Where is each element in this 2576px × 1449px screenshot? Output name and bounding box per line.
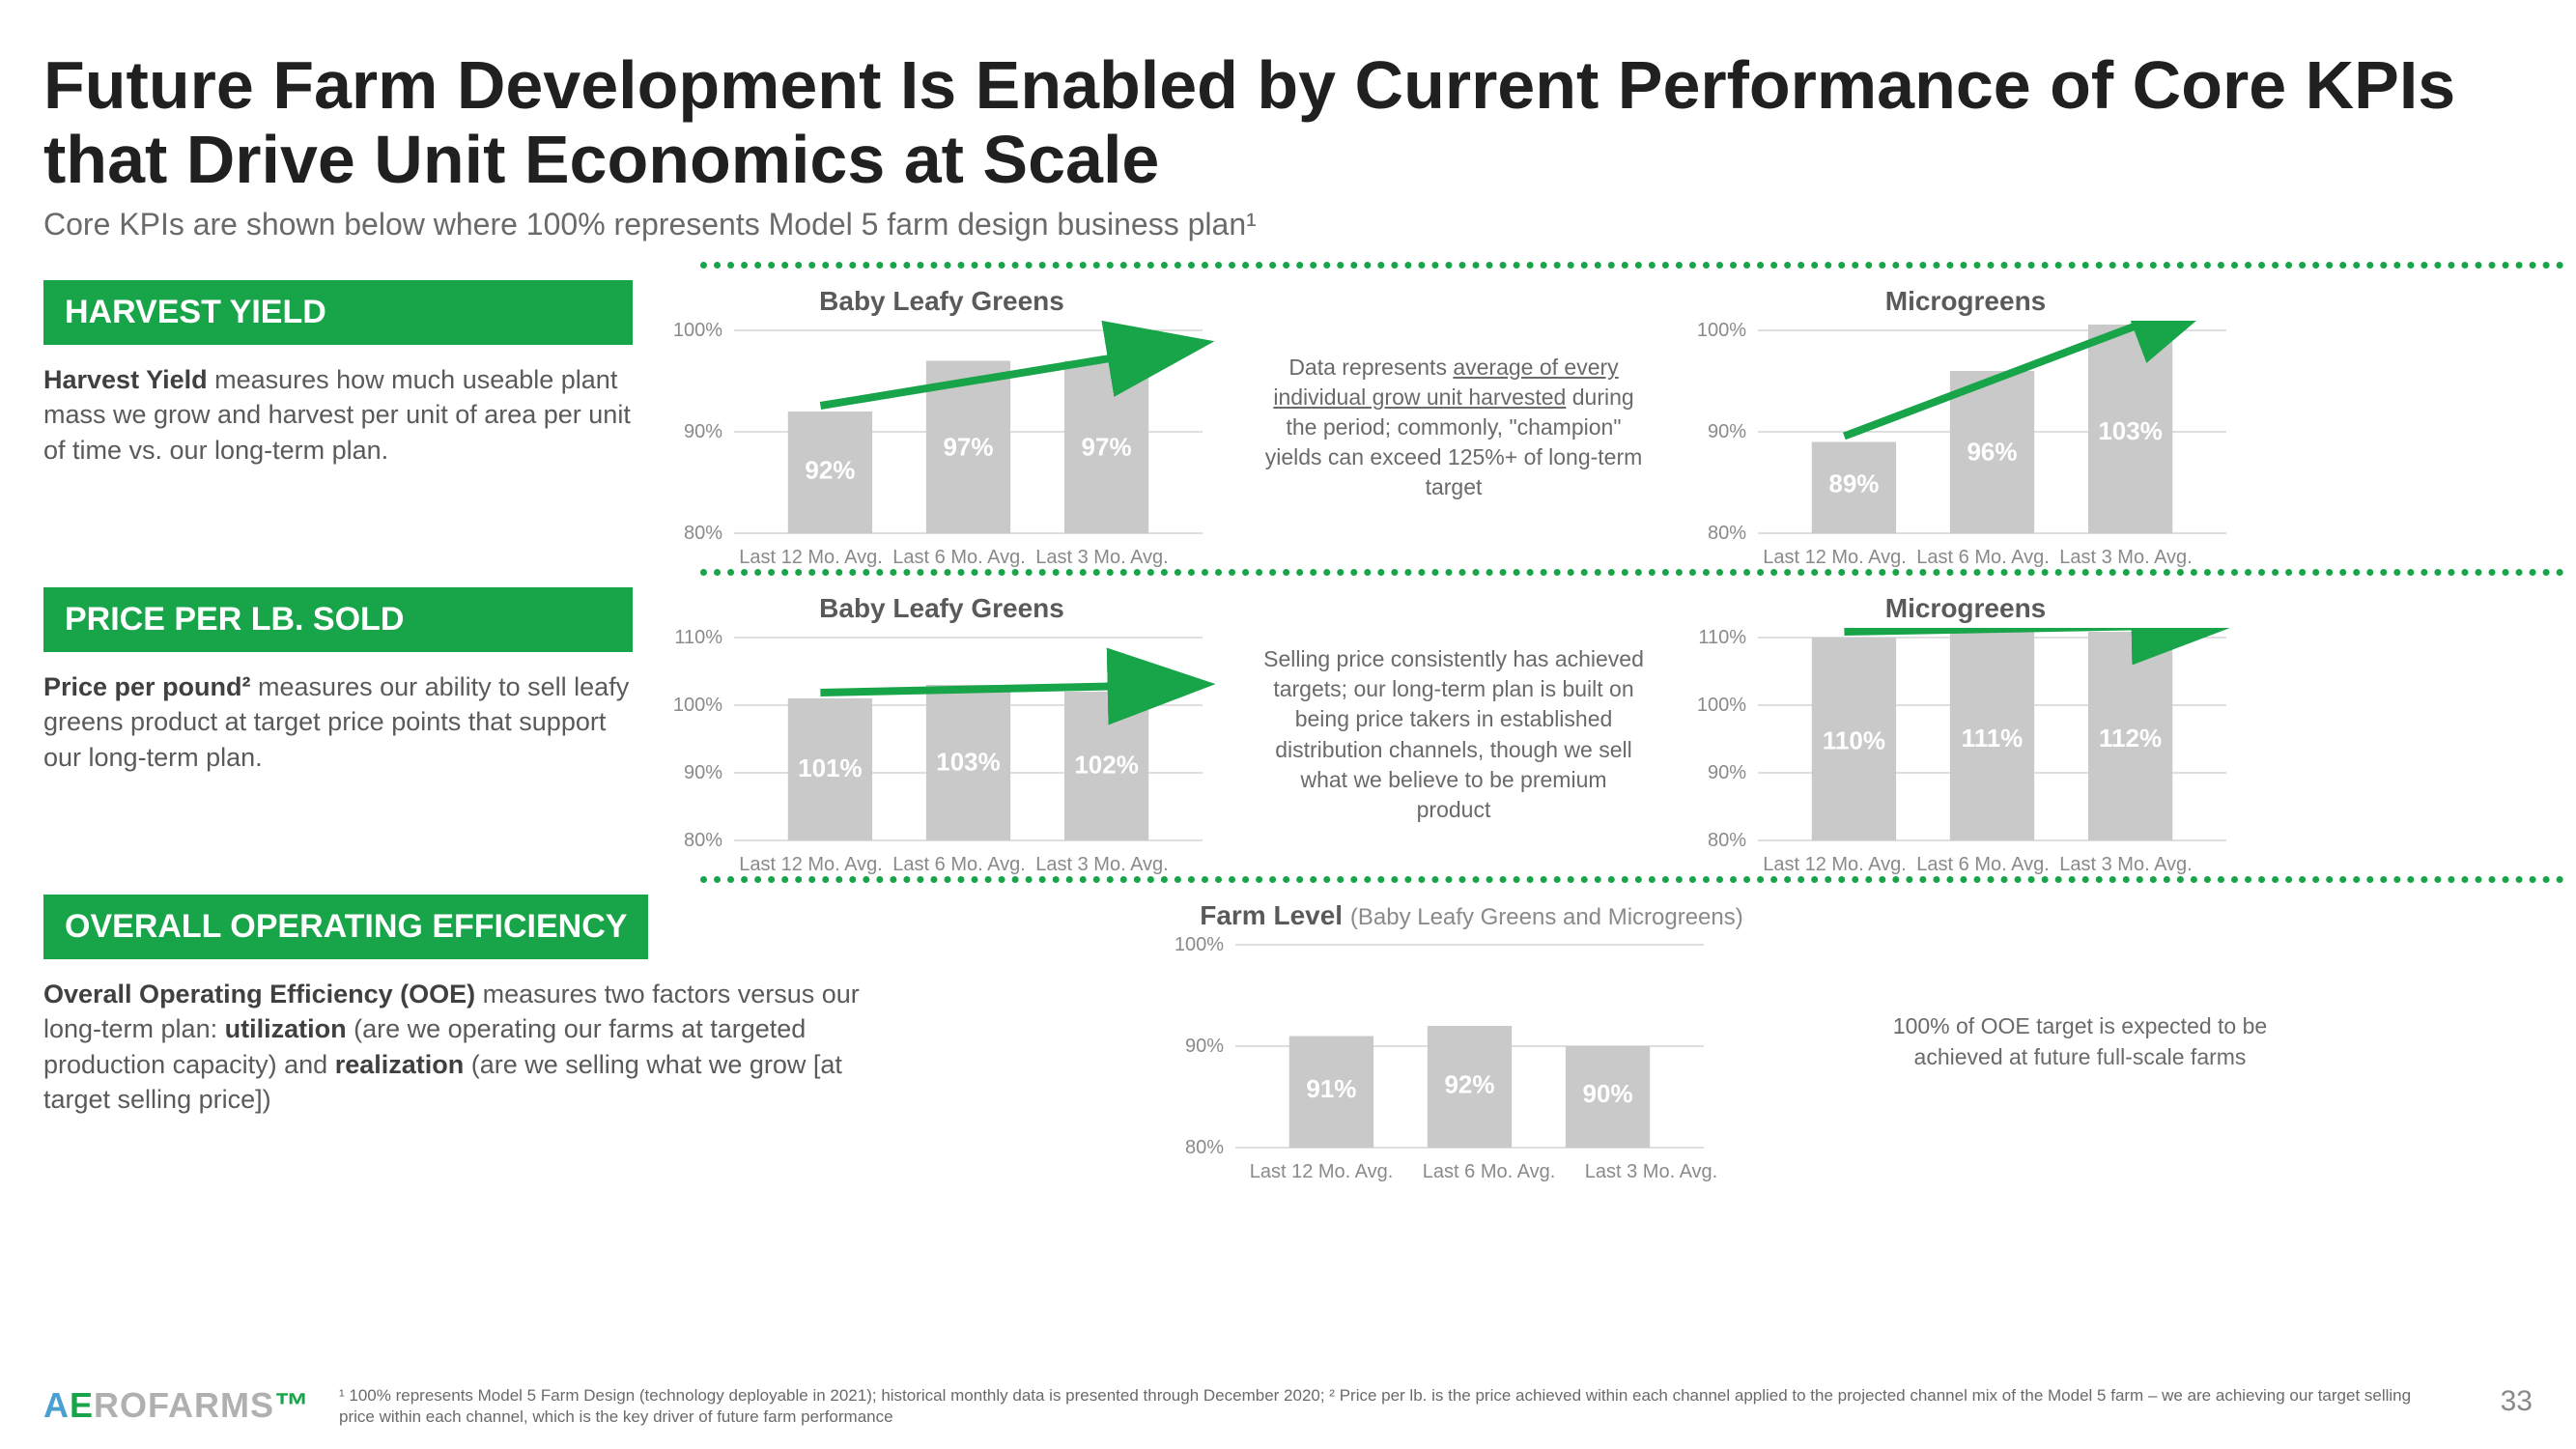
svg-text:102%: 102% xyxy=(1074,751,1139,780)
bar-chart: 80% 90% 100% 92% 97% 97% xyxy=(662,321,1222,543)
page-number: 33 xyxy=(2501,1385,2533,1418)
svg-text:80%: 80% xyxy=(1708,830,1746,850)
svg-text:112%: 112% xyxy=(2099,724,2162,753)
svg-text:90%: 90% xyxy=(684,421,722,442)
svg-text:97%: 97% xyxy=(943,433,993,462)
svg-text:97%: 97% xyxy=(1082,433,1132,462)
chart-title: Baby Leafy Greens xyxy=(662,593,1222,624)
chart-x-labels: Last 12 Mo. Avg.Last 6 Mo. Avg.Last 3 Mo… xyxy=(1685,543,2246,569)
svg-text:110%: 110% xyxy=(1823,726,1885,755)
svg-text:90%: 90% xyxy=(1582,1079,1632,1108)
svg-text:90%: 90% xyxy=(1708,762,1746,783)
svg-text:92%: 92% xyxy=(1444,1069,1494,1098)
section-divider xyxy=(700,569,2564,576)
kpi-description-column: PRICE PER LB. SOLD Price per pound² meas… xyxy=(43,587,662,775)
kpi-sections-container: HARVEST YIELD Harvest Yield measures how… xyxy=(43,262,2533,1183)
chart-block: Baby Leafy Greens 80% 90% 100% 92% 97% 97% Last… xyxy=(662,286,1222,569)
kpi-header: PRICE PER LB. SOLD xyxy=(43,587,633,652)
section-divider xyxy=(700,876,2564,883)
bar-chart: 80% 90% 100% 89% 96% 103% xyxy=(1685,321,2246,543)
svg-text:80%: 80% xyxy=(1708,523,1746,543)
kpi-section: HARVEST YIELD Harvest Yield measures how… xyxy=(43,280,2533,569)
kpi-header: OVERALL OPERATING EFFICIENCY xyxy=(43,895,648,959)
bar-chart: 80% 90% 100% 110% 110% 111% 112% xyxy=(1685,628,2246,850)
svg-text:89%: 89% xyxy=(1828,469,1879,497)
svg-text:100%: 100% xyxy=(1697,321,1746,341)
svg-text:80%: 80% xyxy=(1184,1137,1223,1157)
chart-block: Microgreens 80% 90% 100% 89% 96% 103% Last 12 M… xyxy=(1685,286,2246,569)
svg-text:100%: 100% xyxy=(1697,695,1746,716)
kpi-description: Price per pound² measures our ability to… xyxy=(43,669,633,775)
logo: AEROFARMS™ xyxy=(43,1385,310,1426)
svg-text:101%: 101% xyxy=(798,753,863,782)
svg-text:103%: 103% xyxy=(2098,416,2163,445)
section-note: 100% of OOE target is expected to be ach… xyxy=(1858,992,2303,1091)
chart-x-labels: Last 12 Mo. Avg.Last 6 Mo. Avg.Last 3 Mo… xyxy=(662,850,1222,876)
chart-x-labels: Last 12 Mo. Avg.Last 6 Mo. Avg.Last 3 Mo… xyxy=(1685,850,2246,876)
svg-text:103%: 103% xyxy=(936,748,1001,777)
kpi-description-column: HARVEST YIELD Harvest Yield measures how… xyxy=(43,280,662,468)
chart-title: Baby Leafy Greens xyxy=(662,286,1222,317)
charts-area: Farm Level (Baby Leafy Greens and Microg… xyxy=(932,895,2533,1183)
kpi-section: PRICE PER LB. SOLD Price per pound² meas… xyxy=(43,587,2533,876)
slide-title: Future Farm Development Is Enabled by Cu… xyxy=(43,48,2533,197)
chart-x-labels: Last 12 Mo. Avg.Last 6 Mo. Avg.Last 3 Mo… xyxy=(1163,1157,1781,1183)
section-note: Data represents average of every individ… xyxy=(1251,333,1656,522)
svg-text:80%: 80% xyxy=(684,830,722,850)
bar-chart: 80% 90% 100% 91% 92% 90% xyxy=(1163,935,1723,1157)
section-note: Selling price consistently has achieved … xyxy=(1251,625,1656,843)
svg-text:90%: 90% xyxy=(1708,421,1746,442)
slide-subtitle: Core KPIs are shown below where 100% rep… xyxy=(43,207,2533,242)
charts-area: Baby Leafy Greens 80% 90% 100% 110% 101% 103% 1… xyxy=(662,587,2533,876)
kpi-description-column: OVERALL OPERATING EFFICIENCY Overall Ope… xyxy=(43,895,932,1118)
svg-text:110%: 110% xyxy=(1698,628,1746,648)
footer: AEROFARMS™ ¹ 100% represents Model 5 Far… xyxy=(43,1385,2533,1428)
kpi-description: Harvest Yield measures how much useable … xyxy=(43,362,633,468)
chart-x-labels: Last 12 Mo. Avg.Last 6 Mo. Avg.Last 3 Mo… xyxy=(662,543,1222,569)
svg-text:90%: 90% xyxy=(1184,1036,1223,1057)
svg-text:100%: 100% xyxy=(673,695,722,716)
footnote-text: ¹ 100% represents Model 5 Farm Design (t… xyxy=(339,1385,2472,1428)
charts-area: Baby Leafy Greens 80% 90% 100% 92% 97% 97% Last… xyxy=(662,280,2533,569)
svg-text:111%: 111% xyxy=(1962,724,2024,753)
kpi-description: Overall Operating Efficiency (OOE) measu… xyxy=(43,977,903,1118)
svg-text:100%: 100% xyxy=(673,321,722,341)
chart-block: Baby Leafy Greens 80% 90% 100% 110% 101% 103% 1… xyxy=(662,593,1222,876)
chart-title: Microgreens xyxy=(1685,593,2246,624)
kpi-header: HARVEST YIELD xyxy=(43,280,633,345)
svg-text:92%: 92% xyxy=(805,455,855,484)
chart-title: Farm Level (Baby Leafy Greens and Microg… xyxy=(1163,900,1781,931)
kpi-section: OVERALL OPERATING EFFICIENCY Overall Ope… xyxy=(43,895,2533,1183)
svg-text:91%: 91% xyxy=(1306,1074,1356,1103)
svg-text:96%: 96% xyxy=(1967,437,2017,466)
chart-block: Microgreens 80% 90% 100% 110% 110% 111% 112% Las… xyxy=(1685,593,2246,876)
section-divider xyxy=(700,262,2564,269)
svg-text:100%: 100% xyxy=(1174,935,1223,955)
bar-chart: 80% 90% 100% 110% 101% 103% 102% xyxy=(662,628,1222,850)
svg-text:80%: 80% xyxy=(684,523,722,543)
chart-title: Microgreens xyxy=(1685,286,2246,317)
chart-block: Farm Level (Baby Leafy Greens and Microg… xyxy=(1163,900,1781,1183)
svg-text:90%: 90% xyxy=(684,762,722,783)
svg-text:110%: 110% xyxy=(674,628,722,648)
